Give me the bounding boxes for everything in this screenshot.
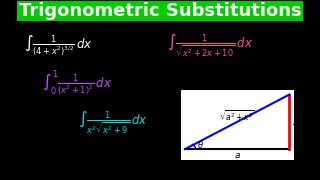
Text: Trigonometric Substitutions: Trigonometric Substitutions <box>19 2 301 20</box>
FancyBboxPatch shape <box>17 1 303 21</box>
Text: $\int \frac{1}{\sqrt{x^2+2x+10}}\,dx$: $\int \frac{1}{\sqrt{x^2+2x+10}}\,dx$ <box>167 33 253 59</box>
Text: $\int_0^1 \frac{1}{(x^2+1)^2}\,dx$: $\int_0^1 \frac{1}{(x^2+1)^2}\,dx$ <box>42 69 113 98</box>
Text: $\int \frac{1}{(4+x^2)^{3/2}}\,dx$: $\int \frac{1}{(4+x^2)^{3/2}}\,dx$ <box>24 33 93 58</box>
Text: $x$: $x$ <box>292 117 300 127</box>
Text: $\sqrt{a^2+x^2}$: $\sqrt{a^2+x^2}$ <box>219 109 255 124</box>
Text: $a$: $a$ <box>234 151 241 160</box>
FancyBboxPatch shape <box>180 90 294 160</box>
Text: $\int \frac{1}{x^2\sqrt{x^2+9}}\,dx$: $\int \frac{1}{x^2\sqrt{x^2+9}}\,dx$ <box>78 109 148 136</box>
Text: $\theta$: $\theta$ <box>197 139 204 150</box>
Text: $\sqrt{a^2+x^2} = a|\sec\theta|$: $\sqrt{a^2+x^2} = a|\sec\theta|$ <box>208 166 275 180</box>
Text: $x = a\tan\theta$: $x = a\tan\theta$ <box>222 159 261 170</box>
